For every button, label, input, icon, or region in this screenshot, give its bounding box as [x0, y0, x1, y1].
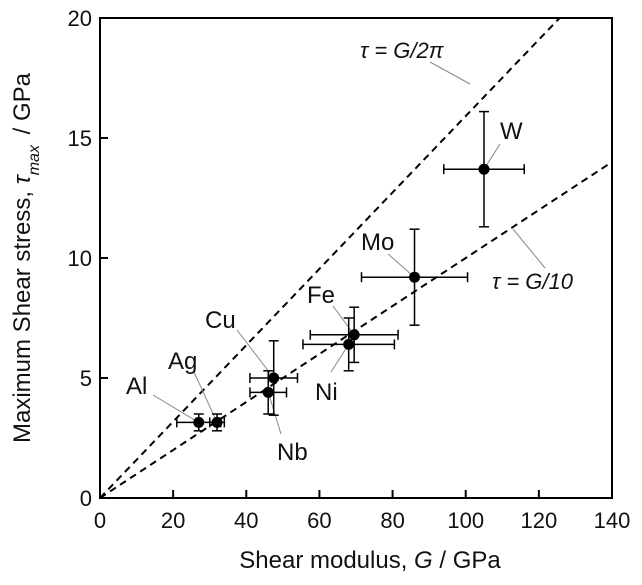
point-ag: [211, 416, 223, 428]
leader-line-label-g-10: [512, 228, 546, 269]
point-label-nb: Nb: [277, 439, 308, 466]
x-tick-label-0: 0: [94, 508, 106, 533]
x-tick-label-100: 100: [447, 508, 484, 533]
leader-ag: [193, 371, 218, 423]
y-tick-label-15: 15: [68, 126, 92, 151]
x-axis-title: Shear modulus, G / GPa: [239, 547, 501, 574]
point-label-cu: Cu: [205, 307, 236, 334]
leader-cu: [236, 329, 275, 379]
point-label-mo: Mo: [361, 229, 394, 256]
line-label-g-2pi-rhs: = G/2π: [368, 38, 445, 63]
point-w: [478, 163, 490, 175]
y-tick-label-0: 0: [80, 486, 92, 511]
point-ni: [343, 338, 355, 350]
x-axis-title-symbol: G: [414, 547, 433, 574]
y-axis-title: Maximum Shear stress, τmax / GPa: [9, 72, 43, 443]
point-label-al: Al: [126, 373, 147, 400]
y-axis-title-sub: max: [26, 144, 43, 175]
point-label-ni: Ni: [315, 379, 338, 406]
reference-line-1: [100, 18, 561, 498]
point-fe: [348, 329, 360, 341]
x-tick-label-40: 40: [234, 508, 258, 533]
label-leader-lines: [152, 61, 546, 435]
point-label-fe: Fe: [307, 282, 335, 309]
point-cu: [268, 372, 280, 384]
line-label-g-10-symbol: τ: [492, 269, 502, 294]
y-tick-label-5: 5: [80, 366, 92, 391]
line-label-g-10: τ = G/10: [492, 269, 574, 294]
x-axis-title-suffix: / GPa: [433, 547, 502, 574]
point-label-ag: Ag: [168, 348, 197, 375]
y-tick-label-20: 20: [68, 6, 92, 31]
point-nb: [262, 386, 274, 398]
x-tick-label-140: 140: [594, 508, 631, 533]
x-axis-title-prefix: Shear modulus,: [239, 547, 414, 574]
x-tick-label-120: 120: [520, 508, 557, 533]
error-bars: [176, 110, 525, 432]
data-points: [193, 163, 490, 428]
y-axis-title-suffix: / GPa: [9, 72, 36, 141]
y-tick-label-10: 10: [68, 246, 92, 271]
x-tick-label-60: 60: [307, 508, 331, 533]
y-axis-title-prefix: Maximum Shear stress,: [9, 184, 36, 443]
line-label-g-10-rhs: = G/10: [500, 269, 574, 294]
leader-fe: [332, 305, 355, 336]
x-tick-label-80: 80: [380, 508, 404, 533]
point-label-w: W: [500, 118, 523, 145]
line-label-g-2pi-symbol: τ: [360, 38, 370, 63]
leader-line-label-g-2pi: [429, 61, 471, 85]
x-tick-label-20: 20: [161, 508, 185, 533]
leader-al: [152, 394, 199, 423]
leader-nb: [267, 392, 282, 435]
point-mo: [409, 271, 421, 283]
point-labels: Al Ag Nb Cu Ni Fe Mo W: [126, 118, 523, 466]
point-al: [193, 416, 205, 428]
line-label-g-2pi: τ = G/2π: [360, 38, 445, 63]
y-axis-title-symbol: τ: [9, 173, 36, 184]
leader-mo: [387, 253, 415, 278]
axis-ticks: 0 20 40 60 80 100 120 140 0 5 10 15 20: [68, 6, 631, 533]
